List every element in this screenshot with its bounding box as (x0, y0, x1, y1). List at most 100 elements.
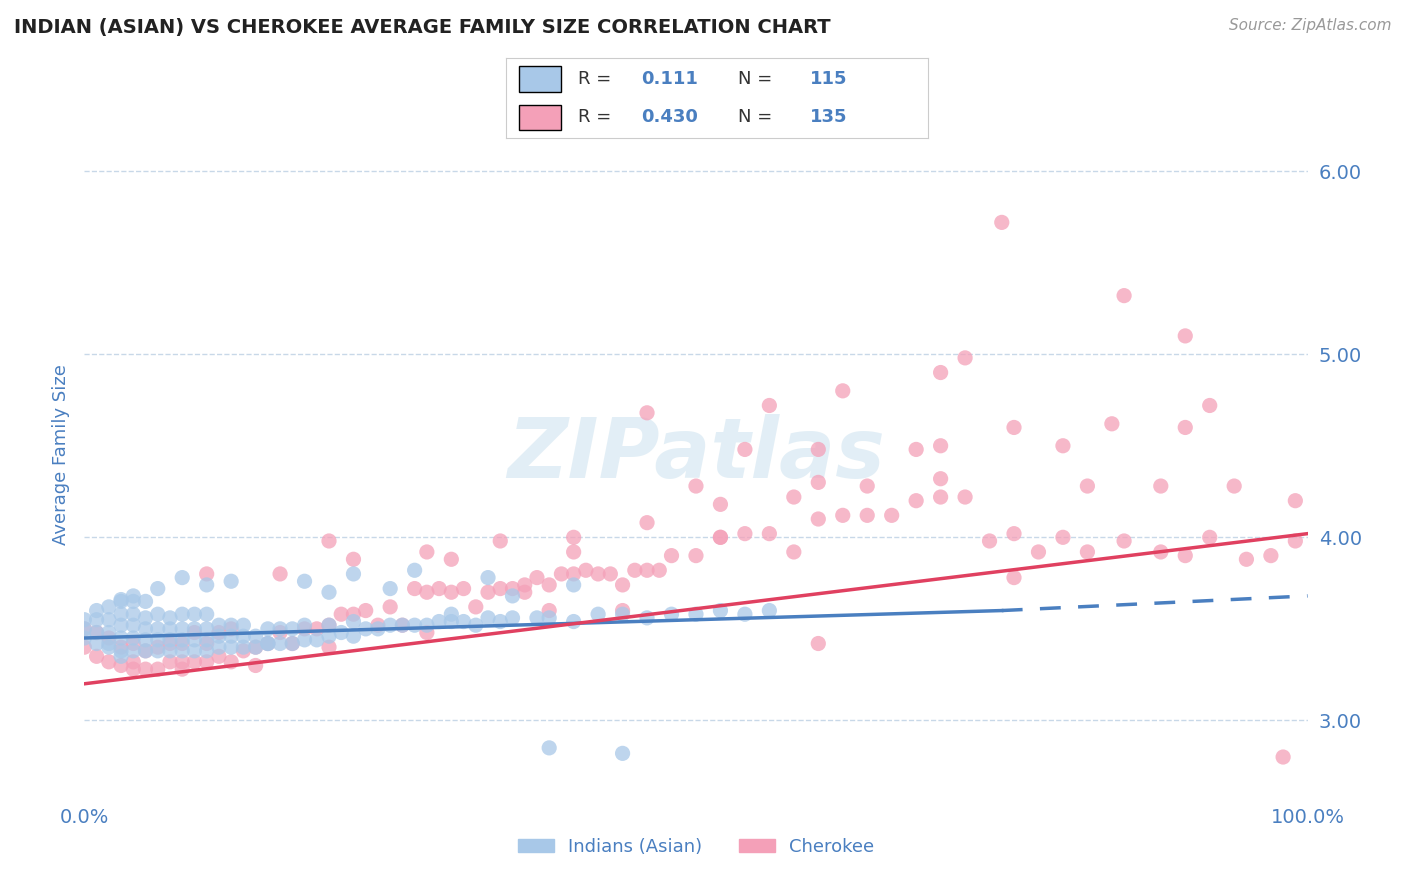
Point (342, 615, 364, 629)
Point (172, 632, 194, 647)
Point (208, 625, 231, 640)
Point (172, 571, 194, 585)
Point (905, 442, 928, 457)
Point (172, 636, 194, 650)
Point (953, 351, 976, 365)
Point (807, 475, 830, 490)
Point (146, 582, 169, 596)
Point (624, 563, 647, 577)
Point (97, 625, 120, 640)
Point (110, 644, 132, 658)
Point (709, 603, 731, 617)
Point (245, 640, 267, 655)
Point (86, 636, 108, 650)
Text: R =: R = (578, 70, 612, 87)
Point (219, 629, 242, 643)
Point (269, 625, 291, 640)
Point (73, 631, 96, 645)
Point (146, 632, 169, 647)
Point (416, 618, 439, 632)
Y-axis label: Average Family Size: Average Family Size (52, 365, 70, 545)
Point (281, 622, 304, 636)
Point (305, 622, 328, 636)
Point (172, 607, 194, 622)
Point (146, 640, 169, 655)
Point (831, 384, 853, 398)
Point (513, 585, 536, 599)
Point (1076, 479, 1098, 493)
Point (73, 613, 96, 627)
Point (1174, 549, 1197, 563)
Point (354, 603, 377, 617)
Point (685, 549, 707, 563)
Point (122, 631, 145, 645)
Point (195, 622, 218, 636)
Point (97, 613, 120, 627)
Point (281, 636, 304, 650)
Point (1150, 545, 1173, 559)
Point (856, 479, 879, 493)
Point (330, 607, 353, 622)
Point (318, 533, 340, 548)
Point (709, 530, 731, 544)
Point (281, 636, 304, 650)
Point (586, 607, 609, 622)
Point (636, 516, 658, 530)
Point (513, 578, 536, 592)
Point (636, 611, 658, 625)
Point (354, 622, 377, 636)
Point (172, 644, 194, 658)
Point (1284, 493, 1306, 508)
Point (612, 747, 634, 761)
Point (135, 644, 157, 658)
Point (232, 629, 254, 643)
Point (122, 662, 145, 676)
Point (489, 533, 512, 548)
Point (183, 655, 205, 669)
Point (1223, 479, 1246, 493)
Point (305, 632, 328, 647)
Point (612, 603, 634, 617)
Point (685, 479, 707, 493)
Point (380, 599, 402, 614)
FancyBboxPatch shape (519, 66, 561, 92)
Point (208, 618, 231, 632)
Point (135, 644, 157, 658)
Point (783, 545, 806, 559)
Point (232, 644, 254, 658)
Point (232, 640, 254, 655)
Point (538, 611, 561, 625)
Point (1052, 530, 1074, 544)
Point (1260, 549, 1282, 563)
Point (734, 607, 756, 622)
Point (135, 632, 157, 647)
Point (110, 649, 132, 664)
Point (110, 618, 132, 632)
Point (135, 662, 157, 676)
Point (1028, 545, 1050, 559)
Point (661, 607, 683, 622)
Point (464, 618, 486, 632)
Point (416, 545, 439, 559)
Point (929, 490, 952, 504)
Text: INDIAN (ASIAN) VS CHEROKEE AVERAGE FAMILY SIZE CORRELATION CHART: INDIAN (ASIAN) VS CHEROKEE AVERAGE FAMIL… (14, 18, 831, 37)
Point (489, 615, 512, 629)
Point (219, 640, 242, 655)
Point (122, 607, 145, 622)
Point (404, 618, 426, 632)
Point (427, 582, 450, 596)
Point (758, 603, 780, 617)
Point (159, 622, 181, 636)
Point (562, 545, 585, 559)
Point (648, 563, 671, 577)
Point (294, 622, 316, 636)
Point (122, 589, 145, 603)
Point (758, 399, 780, 413)
Point (245, 640, 267, 655)
Point (135, 611, 157, 625)
Point (135, 594, 157, 608)
Point (219, 574, 242, 589)
Point (146, 607, 169, 622)
Point (122, 618, 145, 632)
Point (183, 607, 205, 622)
